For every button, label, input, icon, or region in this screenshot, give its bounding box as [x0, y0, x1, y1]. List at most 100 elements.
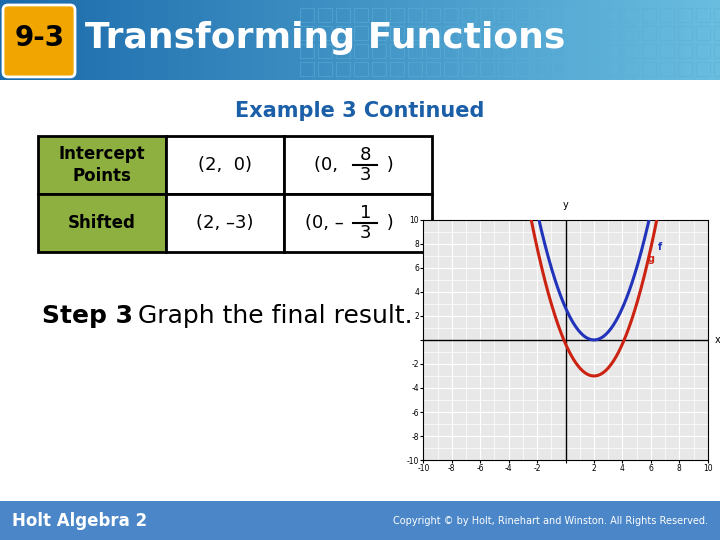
- Bar: [24, 0, 37, 80]
- Bar: [552, 26, 566, 40]
- Bar: [300, 0, 313, 80]
- Bar: [372, 26, 386, 40]
- Bar: [480, 8, 494, 22]
- Bar: [588, 26, 602, 40]
- Bar: [516, 0, 529, 80]
- Bar: [288, 0, 301, 80]
- Bar: [462, 62, 476, 76]
- Bar: [552, 62, 566, 76]
- Bar: [552, 44, 566, 58]
- Text: ): ): [382, 214, 394, 232]
- Bar: [498, 26, 512, 40]
- Bar: [714, 26, 720, 40]
- Bar: [408, 8, 422, 22]
- Bar: [372, 0, 385, 80]
- Bar: [168, 0, 181, 80]
- Bar: [444, 8, 458, 22]
- Bar: [570, 8, 584, 22]
- Bar: [96, 0, 109, 80]
- Bar: [648, 0, 661, 80]
- Bar: [48, 0, 61, 80]
- Bar: [426, 62, 440, 76]
- Text: ): ): [382, 156, 394, 174]
- Bar: [336, 8, 350, 22]
- Bar: [612, 0, 625, 80]
- Bar: [372, 44, 386, 58]
- Bar: [264, 0, 277, 80]
- Bar: [324, 0, 337, 80]
- Bar: [240, 0, 253, 80]
- Bar: [84, 0, 97, 80]
- Bar: [408, 44, 422, 58]
- Bar: [642, 8, 656, 22]
- Bar: [456, 0, 469, 80]
- Bar: [72, 0, 85, 80]
- Bar: [552, 8, 566, 22]
- Text: 8: 8: [360, 146, 371, 164]
- Bar: [426, 44, 440, 58]
- Bar: [318, 44, 332, 58]
- Bar: [660, 26, 674, 40]
- Bar: [624, 44, 638, 58]
- Bar: [300, 26, 314, 40]
- Bar: [318, 8, 332, 22]
- Bar: [228, 0, 241, 80]
- Bar: [498, 62, 512, 76]
- Bar: [714, 62, 720, 76]
- Bar: [516, 26, 530, 40]
- Text: (0, –: (0, –: [305, 214, 349, 232]
- Bar: [354, 26, 368, 40]
- Bar: [714, 44, 720, 58]
- Bar: [624, 8, 638, 22]
- FancyBboxPatch shape: [3, 5, 75, 77]
- Bar: [180, 0, 193, 80]
- Text: (0,: (0,: [314, 156, 349, 174]
- Bar: [408, 26, 422, 40]
- Bar: [318, 62, 332, 76]
- Bar: [252, 0, 265, 80]
- Bar: [636, 0, 649, 80]
- Bar: [570, 62, 584, 76]
- Bar: [384, 0, 397, 80]
- Bar: [504, 0, 517, 80]
- Bar: [38, 136, 166, 194]
- Bar: [156, 0, 169, 80]
- Bar: [534, 8, 548, 22]
- Bar: [480, 62, 494, 76]
- Bar: [606, 62, 620, 76]
- Bar: [444, 44, 458, 58]
- Bar: [678, 62, 692, 76]
- Bar: [696, 8, 710, 22]
- Bar: [336, 62, 350, 76]
- Text: Graph the final result.: Graph the final result.: [130, 304, 413, 328]
- Bar: [516, 8, 530, 22]
- Bar: [396, 0, 409, 80]
- Bar: [0, 0, 13, 80]
- Bar: [588, 44, 602, 58]
- Bar: [408, 0, 421, 80]
- Bar: [166, 136, 284, 194]
- Bar: [426, 26, 440, 40]
- Bar: [600, 0, 613, 80]
- Bar: [166, 194, 284, 252]
- Bar: [462, 44, 476, 58]
- Bar: [360, 0, 373, 80]
- Bar: [420, 0, 433, 80]
- Bar: [336, 0, 349, 80]
- Bar: [696, 44, 710, 58]
- Bar: [498, 8, 512, 22]
- Bar: [204, 0, 217, 80]
- Text: f: f: [658, 242, 662, 252]
- Bar: [696, 0, 709, 80]
- Bar: [444, 62, 458, 76]
- Bar: [144, 0, 157, 80]
- Bar: [300, 62, 314, 76]
- Bar: [480, 0, 493, 80]
- Bar: [372, 62, 386, 76]
- Bar: [624, 26, 638, 40]
- Bar: [492, 0, 505, 80]
- Bar: [552, 0, 565, 80]
- Bar: [678, 44, 692, 58]
- Bar: [540, 0, 553, 80]
- Text: y: y: [563, 200, 568, 210]
